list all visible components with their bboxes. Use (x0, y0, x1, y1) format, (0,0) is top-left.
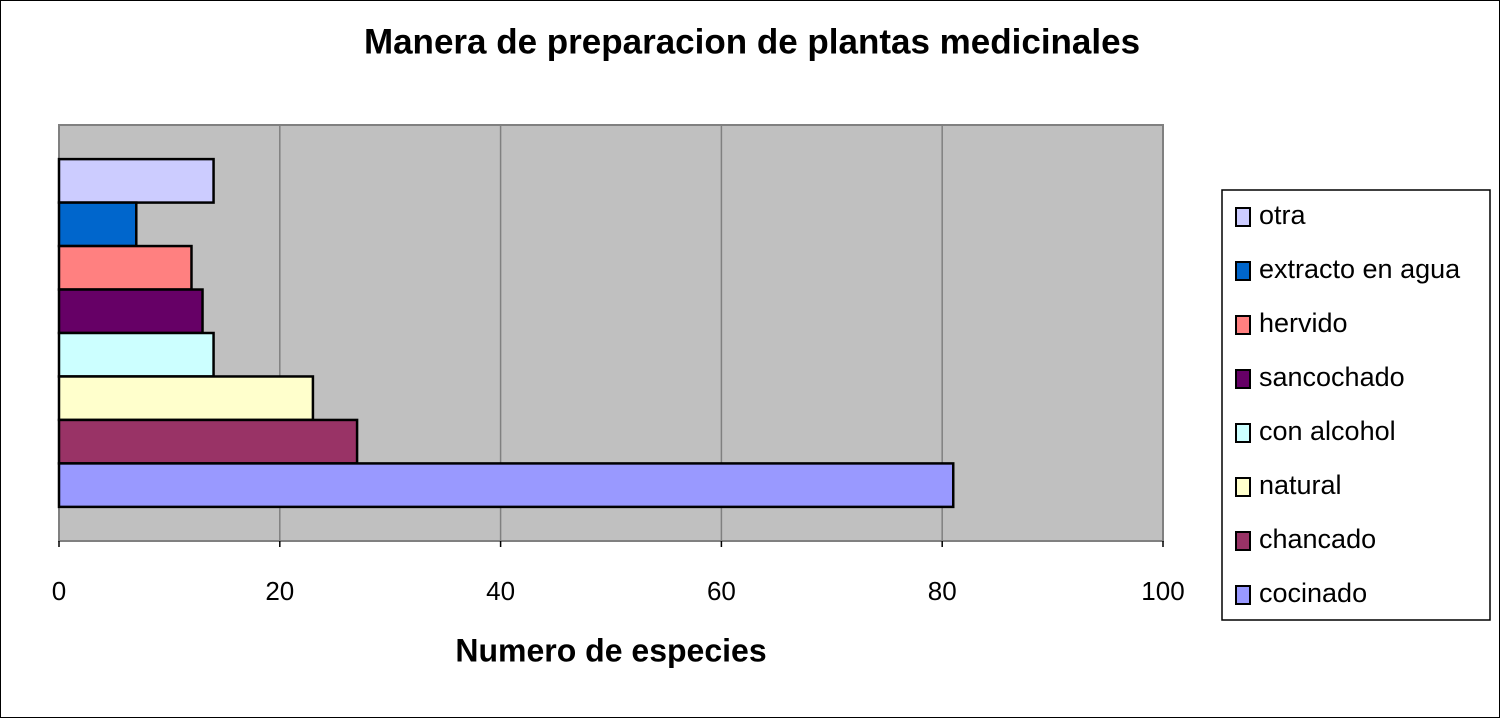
x-tick-label: 20 (265, 576, 294, 606)
bar (57, 418, 359, 465)
bar (57, 157, 215, 204)
legend-label: extracto en agua (1259, 254, 1461, 284)
legend-swatch (1235, 423, 1251, 443)
chart-title: Manera de preparacion de plantas medicin… (364, 22, 1140, 61)
bar (57, 331, 215, 378)
legend-label: hervido (1259, 308, 1348, 338)
legend-swatch (1235, 207, 1251, 227)
legend-swatch (1235, 585, 1251, 605)
legend-label: natural (1259, 470, 1342, 500)
legend-label: chancado (1259, 524, 1376, 554)
x-tick-label: 80 (928, 576, 957, 606)
legend-label: otra (1259, 200, 1307, 230)
x-tick-label: 40 (486, 576, 515, 606)
bar (57, 201, 138, 248)
x-tick-label: 0 (52, 576, 66, 606)
x-tick-label: 60 (707, 576, 736, 606)
bar (57, 288, 204, 335)
legend-label: con alcohol (1259, 416, 1396, 446)
bar (57, 244, 193, 291)
legend-box (1221, 189, 1491, 621)
legend-swatch (1235, 369, 1251, 389)
legend-label: cocinado (1259, 578, 1367, 608)
x-tick-label: 100 (1141, 576, 1184, 606)
legend-swatch (1235, 477, 1251, 497)
x-axis-label: Numero de especies (455, 632, 766, 668)
bar (57, 462, 955, 509)
legend-swatch (1235, 315, 1251, 335)
legend-label: sancochado (1259, 362, 1405, 392)
legend-swatch (1235, 261, 1251, 281)
legend-swatch (1235, 531, 1251, 551)
bar (57, 375, 315, 422)
